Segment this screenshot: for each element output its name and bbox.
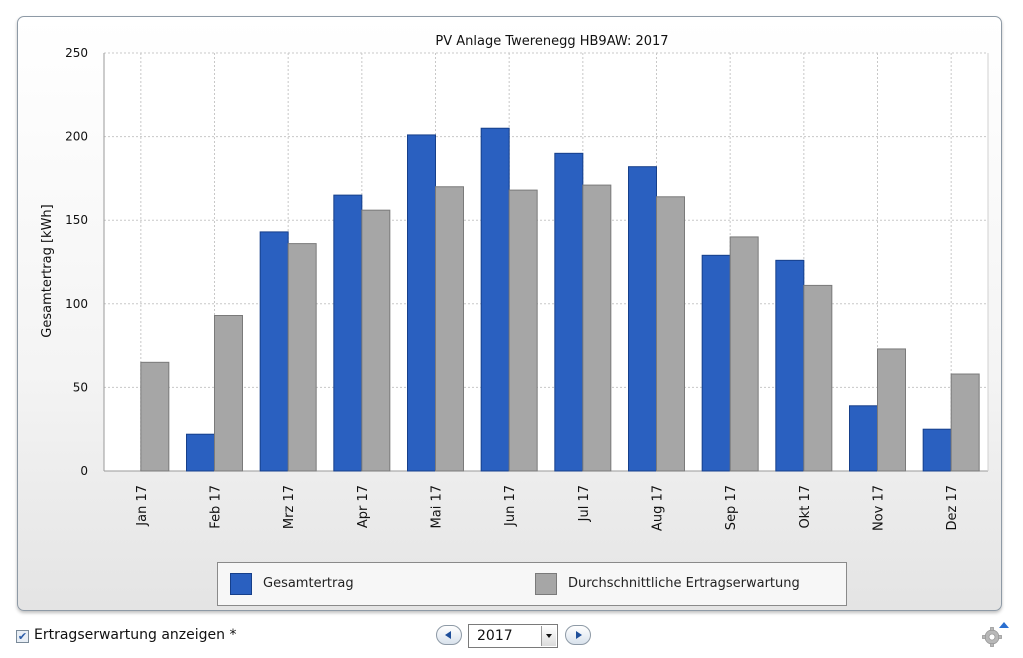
bar-gesamtertrag (849, 405, 878, 472)
legend-label: Gesamtertrag (263, 576, 354, 591)
bar-gesamtertrag (259, 231, 289, 472)
bar-gesamtertrag (628, 166, 657, 472)
x-tick-label: Jan 17 (135, 485, 150, 527)
bar-ertragserwartung (361, 209, 391, 472)
year-dropdown-button[interactable] (541, 626, 556, 646)
y-tick-label: 100 (65, 297, 88, 311)
bar-gesamtertrag (480, 127, 510, 472)
arrow-left-icon (445, 631, 451, 639)
y-tick-label: 0 (80, 464, 88, 478)
y-axis-label: Gesamtertrag [kWh] (40, 204, 55, 337)
x-tick-label: Aug 17 (651, 485, 666, 531)
x-tick-label: Mrz 17 (282, 485, 297, 529)
bar-ertragserwartung (508, 189, 538, 472)
bar-ertragserwartung (729, 236, 759, 472)
bar-gesamtertrag (775, 259, 805, 472)
bar-ertragserwartung (287, 243, 317, 472)
chart-panel: PV Anlage Twerenegg HB9AW: 2017 Gesamter… (17, 16, 1002, 611)
plot-area (104, 53, 988, 471)
legend-swatch-ertragserwartung (535, 573, 557, 595)
year-value: 2017 (477, 628, 513, 644)
x-tick-label: Okt 17 (798, 485, 813, 529)
x-tick-label: Apr 17 (356, 485, 371, 528)
bar-layer (140, 127, 980, 472)
x-tick-label: Jul 17 (577, 485, 592, 522)
y-tick-label: 150 (65, 213, 88, 227)
tick-layer: Jan 17 Feb 17 Mrz 17 Apr 17 Mai 17 Jun 17 Jul … (135, 485, 960, 531)
next-year-button[interactable] (565, 625, 591, 645)
chart-controls: ✔ Ertragserwartung anzeigen * 2017 (0, 620, 1023, 658)
bar-ertragserwartung (214, 315, 243, 472)
x-tick-label: Feb 17 (209, 485, 224, 529)
x-tick-label: Nov 17 (872, 485, 887, 531)
y-tick-label: 250 (65, 46, 88, 60)
bar-gesamtertrag (701, 254, 731, 472)
show-expectation-label[interactable]: Ertragserwartung anzeigen * (34, 627, 237, 643)
legend: Gesamtertrag Durchschnittliche Ertragser… (217, 562, 847, 606)
bar-ertragserwartung (140, 361, 170, 472)
x-tick-label: Sep 17 (724, 485, 739, 530)
year-select[interactable]: 2017 (468, 624, 558, 648)
bar-gesamtertrag (554, 152, 584, 472)
bar-ertragserwartung (950, 373, 980, 472)
bar-ertragserwartung (803, 284, 833, 472)
gear-icon[interactable] (979, 620, 1011, 652)
bar-gesamtertrag (186, 433, 215, 472)
previous-year-button[interactable] (436, 625, 462, 645)
legend-swatch-gesamtertrag (230, 573, 252, 595)
bar-gesamtertrag (333, 194, 363, 472)
bar-ertragserwartung (435, 186, 464, 472)
bar-ertragserwartung (877, 348, 906, 472)
bar-gesamtertrag (922, 428, 952, 472)
chevron-down-icon (546, 634, 552, 638)
legend-label: Durchschnittliche Ertragserwartung (568, 576, 800, 591)
chart-title: PV Anlage Twerenegg HB9AW: 2017 (435, 34, 668, 49)
grid-layer: 0 50 100 150 200 250 (65, 46, 989, 478)
arrow-right-icon (576, 631, 582, 639)
show-expectation-checkbox[interactable]: ✔ (16, 630, 29, 643)
bar-chart: PV Anlage Twerenegg HB9AW: 2017 Gesamter… (40, 34, 989, 531)
x-tick-label: Dez 17 (945, 485, 960, 531)
bar-gesamtertrag (407, 134, 436, 472)
y-tick-label: 50 (73, 380, 88, 394)
x-tick-label: Jun 17 (503, 485, 518, 527)
bar-ertragserwartung (656, 196, 685, 472)
x-tick-label: Mai 17 (430, 485, 445, 528)
bar-ertragserwartung (582, 184, 612, 472)
y-tick-label: 200 (65, 130, 88, 144)
